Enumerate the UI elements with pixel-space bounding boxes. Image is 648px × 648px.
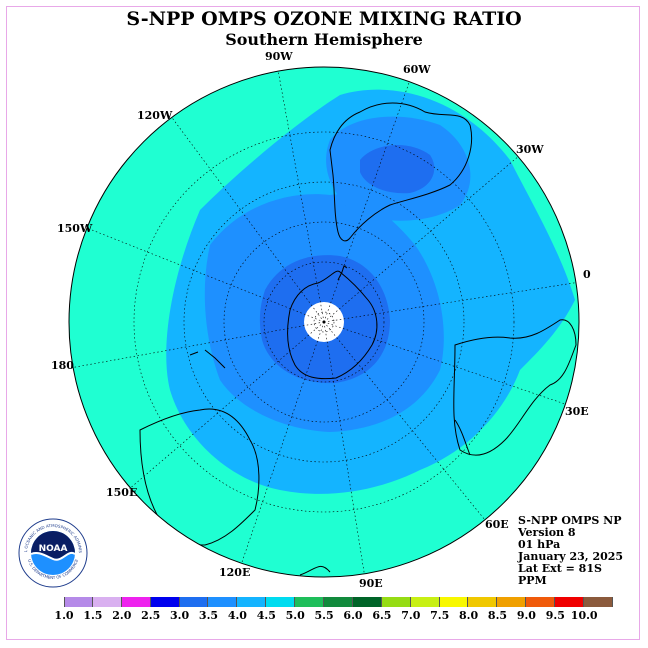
metadata-block: S-NPP OMPS NP Version 8 01 hPa January 2… (518, 515, 623, 587)
color-scale-segment (150, 597, 180, 607)
noaa-logo: NATIONAL OCEANIC AND ATMOSPHERIC ADMINIS… (18, 518, 88, 588)
color-scale-bar (64, 597, 613, 607)
madagascar (454, 419, 471, 456)
color-scale-tick-label: 5.0 (285, 609, 305, 622)
lon-label-90e: 90E (359, 577, 383, 590)
color-scale-tick-label: 7.5 (430, 609, 450, 622)
color-scale-tick-label: 5.5 (314, 609, 334, 622)
color-scale-segment (381, 597, 411, 607)
color-scale-tick-label: 9.5 (545, 609, 565, 622)
info-units: PPM (518, 574, 547, 587)
info-instrument: S-NPP OMPS NP (518, 514, 622, 527)
africa-coast (453, 319, 577, 456)
ozone-contour-3-0-patagonia (360, 144, 435, 194)
color-scale-segment (555, 597, 585, 607)
color-scale-segment (439, 597, 469, 607)
color-scale-tick-label: 1.0 (54, 609, 74, 622)
color-scale-segment (64, 597, 93, 607)
antarctic-peninsula (337, 265, 348, 281)
lon-label-180: 180 (51, 359, 74, 372)
lon-label-90w: 90W (265, 50, 293, 63)
color-scale-tick-label: 3.5 (198, 609, 219, 622)
color-scale-tick-label: 6.0 (343, 609, 363, 622)
coastlines (139, 102, 577, 576)
lon-label-60e: 60E (485, 518, 509, 531)
color-scale-tick-label: 10.0 (570, 609, 598, 622)
lon-label-150e: 150E (106, 486, 138, 499)
lon-label-120w: 120W (137, 109, 173, 122)
color-scale-tick-label: 8.5 (487, 609, 508, 622)
longitude-grid (69, 69, 579, 577)
antarctica-coast (287, 270, 378, 380)
color-scale-segment (324, 597, 353, 607)
color-scale-tick-label: 1.5 (83, 609, 103, 622)
color-scale-segment (121, 597, 151, 607)
map-title: S-NPP OMPS OZONE MIXING RATIO (126, 8, 522, 30)
color-scale-ticks: 1.0 1.5 2.0 2.5 3.0 3.5 4.0 4.5 5.0 5.5 6.0 6.5 7.0 7… (0, 609, 648, 623)
logo-text: NOAA (39, 544, 68, 554)
color-scale-tick-label: 9.0 (516, 609, 536, 622)
lon-label-30w: 30W (516, 143, 544, 156)
color-scale-segment (468, 597, 498, 607)
color-scale-segment (295, 597, 325, 607)
color-scale-tick-label: 4.0 (227, 609, 247, 622)
color-scale-tick-label: 7.0 (401, 609, 421, 622)
color-scale-tick-label: 8.0 (459, 609, 479, 622)
map-boundary (68, 66, 580, 578)
color-scale-segment (410, 597, 440, 607)
latitude-grid (133, 131, 515, 513)
info-latitude-extent: Lat Ext = 81S (518, 562, 602, 575)
lon-label-0: 0 (583, 268, 591, 281)
info-pressure-level: 01 hPa (518, 538, 561, 551)
lon-label-30e: 30E (565, 405, 589, 418)
color-scale-segment (266, 597, 296, 607)
color-scale-segment (92, 597, 122, 607)
lon-label-60w: 60W (403, 63, 431, 76)
info-version: Version 8 (518, 526, 576, 539)
south-pole-dot (322, 320, 326, 324)
color-scale-tick-label: 4.5 (256, 609, 276, 622)
color-scale-segment (352, 597, 382, 607)
lon-label-150w: 150W (57, 222, 93, 235)
color-scale-segment (497, 597, 527, 607)
color-scale-tick-label: 6.5 (372, 609, 392, 622)
color-scale-segment (584, 597, 613, 607)
map-subtitle: Southern Hemisphere (225, 30, 423, 49)
new-zealand (189, 349, 226, 369)
color-scale-segment (526, 597, 556, 607)
plot-frame (6, 6, 640, 640)
info-date: January 23, 2025 (518, 550, 624, 563)
color-scale-segment (208, 597, 238, 607)
color-scale-tick-label: 3.0 (170, 609, 190, 622)
south-america-coast (329, 102, 473, 242)
color-scale-tick-label: 2.0 (112, 609, 132, 622)
color-scale-tick-label: 2.5 (141, 609, 161, 622)
lon-label-120e: 120E (219, 566, 251, 579)
color-scale-segment (179, 597, 209, 607)
color-scale-segment (237, 597, 267, 607)
